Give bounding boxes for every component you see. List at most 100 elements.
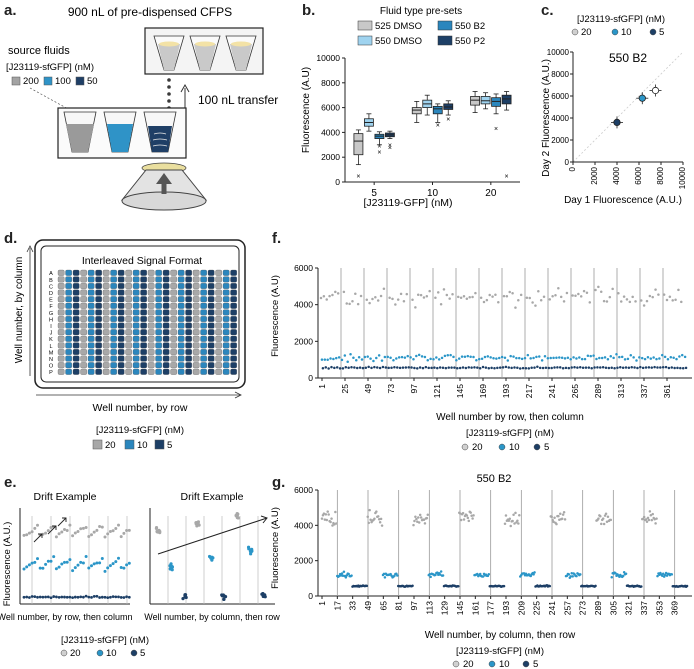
drift-point-10 — [33, 560, 37, 564]
plate-well — [87, 329, 95, 336]
plate-well — [117, 309, 125, 316]
chart-g-point-20 — [320, 517, 324, 520]
chart-f-point-10 — [420, 355, 424, 358]
chart-g-legend-1: 10 — [499, 659, 510, 669]
plate-well — [207, 283, 215, 289]
plate-well — [230, 309, 237, 316]
chart-g-point-20 — [461, 511, 465, 515]
plate-well — [132, 269, 140, 276]
plate-well — [207, 302, 215, 309]
chart-f-point-20 — [631, 295, 634, 299]
plate-well — [215, 289, 222, 296]
plate-well — [177, 289, 185, 296]
plate-well — [222, 302, 230, 309]
chart-f-point-5 — [438, 366, 442, 369]
chart-f-point-5 — [610, 366, 613, 369]
chart-f-xtick-label: 361 — [662, 384, 672, 398]
plate-well — [207, 316, 215, 322]
drift-point-10 — [106, 566, 110, 570]
plate-well — [215, 342, 222, 349]
drift-point-10 — [44, 562, 48, 566]
chart-f-point-5 — [544, 366, 548, 369]
drift-point-5 — [222, 597, 226, 601]
chart-g-point-20 — [462, 518, 466, 521]
chart-g-xtick-label: 17 — [332, 601, 342, 611]
plate-well — [80, 283, 87, 289]
chart-f-point-10 — [346, 360, 349, 364]
chart-f-point-20 — [448, 297, 451, 300]
chart-f-point-5 — [504, 365, 508, 369]
plate-ylabel: Well number, by column — [14, 257, 25, 364]
chart-f-point-5 — [639, 365, 642, 369]
drift-point-20 — [63, 527, 66, 531]
drift-point-5 — [95, 594, 99, 598]
plate-well — [110, 296, 117, 303]
chart-f-point-5 — [421, 366, 425, 370]
drift-point-20 — [68, 523, 72, 527]
chart-f-point-5 — [636, 366, 639, 370]
drift-point-20 — [98, 524, 102, 528]
chart-f-point-10 — [495, 357, 498, 360]
drift-point-10 — [108, 564, 112, 568]
drift-point-20 — [57, 532, 61, 536]
plate-well — [87, 342, 95, 349]
drift-point-10 — [170, 564, 174, 569]
chart-f-point-10 — [466, 354, 470, 358]
plate-well — [87, 296, 95, 303]
chart-g-point-10 — [656, 574, 659, 578]
chart-f-xtick-label: 289 — [593, 384, 603, 398]
chart-f-point-20 — [479, 296, 483, 299]
chart-f-point-10 — [375, 356, 378, 360]
chart-f-xtick-label: 97 — [409, 384, 419, 394]
chart-g-ytick-label: 4000 — [294, 520, 313, 530]
chart-g-xtick-label: 97 — [409, 601, 419, 611]
plate-well — [222, 322, 230, 329]
chart-f-point-5 — [341, 367, 345, 370]
chart-f-point-20 — [471, 295, 474, 299]
chart-f-point-5 — [393, 365, 396, 369]
plate-well — [57, 289, 65, 296]
chart-g-point-20 — [367, 521, 370, 525]
chart-f-point-10 — [349, 352, 352, 356]
drift-point-10 — [103, 569, 107, 573]
panel-label-e: e. — [4, 474, 17, 491]
drift-point-5 — [36, 595, 39, 599]
chart-f-point-20 — [640, 299, 643, 302]
chart-f-point-5 — [424, 365, 428, 369]
plate-well — [102, 302, 110, 309]
plate-well — [162, 322, 170, 329]
chart-f-point-10 — [563, 357, 567, 360]
plate-well — [72, 289, 80, 296]
chart-g-point-10 — [661, 574, 664, 578]
plate-well — [80, 355, 87, 362]
chart-f-point-20 — [597, 285, 600, 289]
chart-f-point-10 — [666, 357, 670, 361]
chart-f-xtick-label: 241 — [547, 384, 557, 398]
plate-well — [200, 283, 207, 289]
plate-well — [177, 349, 185, 355]
chart-f-xtick-label: 265 — [570, 384, 580, 398]
plate-well — [65, 276, 72, 283]
plate-well — [72, 362, 80, 369]
chart-f-point-10 — [635, 359, 638, 362]
chart-f-point-10 — [452, 355, 455, 359]
plate-well — [170, 296, 177, 303]
chart-g-xtick-label: 49 — [363, 601, 373, 611]
drift-point-5 — [84, 594, 88, 598]
chart-f-point-20 — [551, 295, 554, 298]
chart-g-point-10 — [429, 575, 432, 579]
chart-g-point-20 — [553, 516, 556, 519]
plate-well — [215, 269, 222, 276]
chart-f-point-10 — [600, 356, 604, 360]
plate-well — [230, 335, 237, 342]
plate-well — [110, 329, 117, 336]
plate-row-label: E — [49, 298, 53, 304]
plate-well — [117, 362, 125, 369]
plate-well — [132, 316, 140, 322]
chart-f-point-20 — [402, 299, 406, 303]
chart-g-point-10 — [579, 573, 582, 576]
chart-f-point-10 — [406, 354, 409, 358]
drift-arrowhead — [38, 533, 43, 538]
drift-point-5 — [109, 595, 112, 599]
chart-f-point-20 — [611, 287, 614, 291]
